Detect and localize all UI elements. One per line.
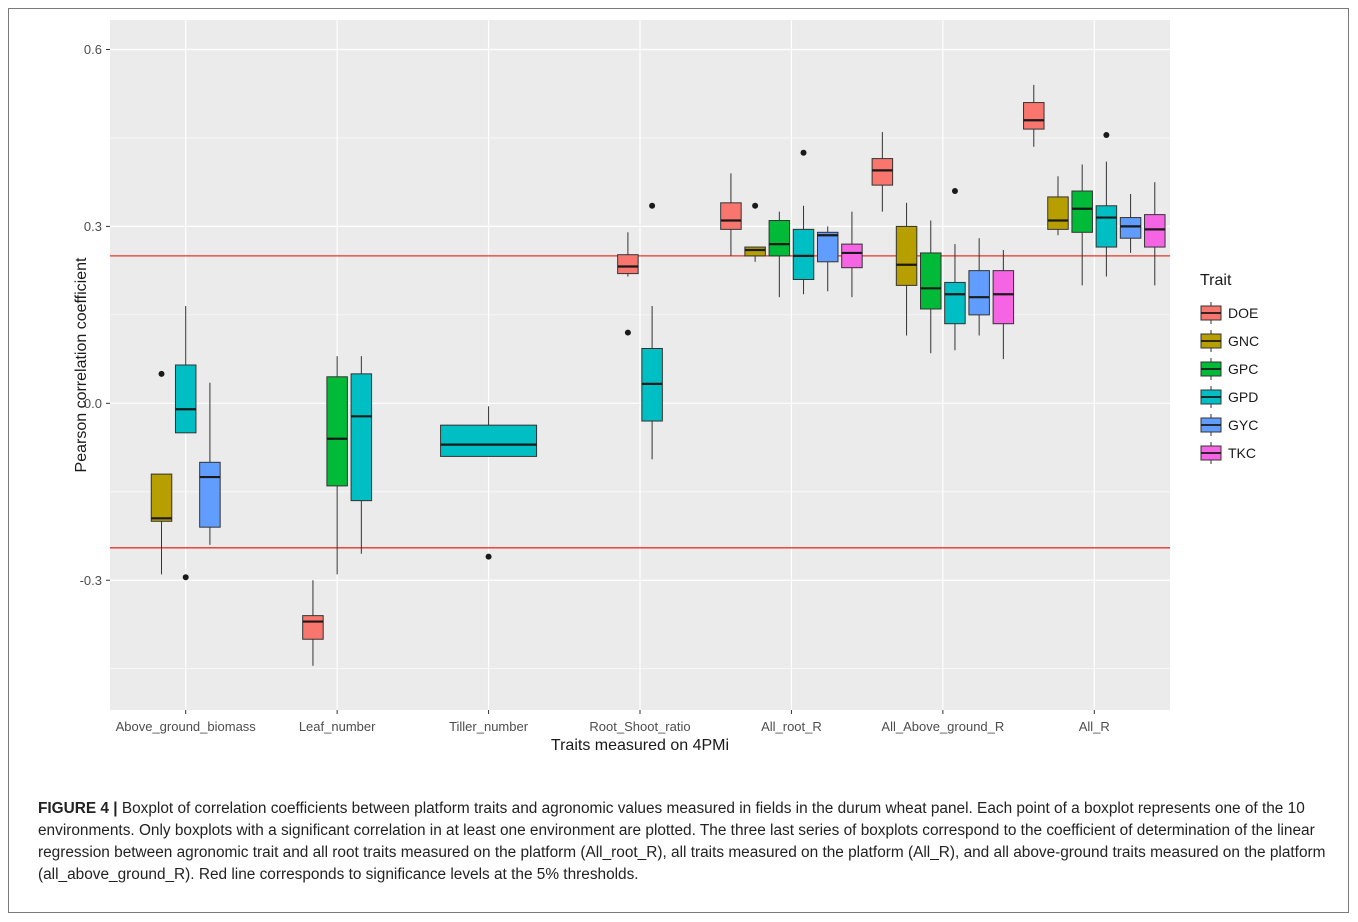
box-body bbox=[920, 252, 942, 310]
x-axis-title: Traits measured on 4PMi bbox=[551, 737, 729, 754]
y-tick-label: 0.0 bbox=[84, 396, 102, 411]
box-All_Above_ground_R-TKC bbox=[992, 250, 1015, 360]
legend-item-gpd: GPD bbox=[1200, 386, 1258, 408]
box-All_Above_ground_R-GNC bbox=[895, 202, 918, 336]
y-tick-label: 0.6 bbox=[84, 42, 102, 57]
box-body bbox=[326, 376, 348, 487]
box-body bbox=[1095, 205, 1118, 248]
box-Leaf_number-GPD bbox=[350, 356, 373, 554]
boxplot-chart: -0.3 0.0 0.3 0.6 Above_ground_biomass Leaf_n… bbox=[73, 20, 1259, 754]
outlier-point bbox=[485, 553, 492, 560]
box-Above_ground_biomass-GNC bbox=[150, 370, 173, 575]
y-axis-title: Pearson correlation coefficient bbox=[73, 257, 90, 472]
box-All_Above_ground_R-GPD bbox=[944, 188, 966, 351]
outlier-point bbox=[649, 202, 656, 209]
box-All_R-DOE bbox=[1023, 84, 1045, 147]
box-All_R-GYC bbox=[1119, 193, 1142, 253]
box-body bbox=[744, 246, 766, 257]
box-body bbox=[871, 158, 894, 186]
y-axis: -0.3 0.0 0.3 0.6 bbox=[80, 42, 110, 588]
y-tick-label: 0.3 bbox=[84, 219, 102, 234]
figure-caption: FIGURE 4 | Boxplot of correlation coeffi… bbox=[38, 798, 1328, 886]
outlier-point bbox=[951, 188, 958, 195]
box-All_root_R-DOE bbox=[720, 173, 742, 256]
box-All_R-GPD bbox=[1095, 132, 1118, 277]
caption-text: Boxplot of correlation coefficients betw… bbox=[38, 800, 1326, 883]
box-All_Above_ground_R-DOE bbox=[871, 132, 894, 212]
box-body bbox=[1119, 217, 1142, 239]
box-All_R-TKC bbox=[1144, 182, 1166, 286]
x-tick-label: Root_Shoot_ratio bbox=[589, 719, 690, 734]
box-body bbox=[302, 615, 324, 640]
outlier-point bbox=[1103, 132, 1110, 138]
legend-label: TKC bbox=[1228, 445, 1256, 461]
figure-frame bbox=[8, 8, 1349, 913]
box-body bbox=[1047, 196, 1069, 230]
x-tick-label: All_R bbox=[1079, 719, 1110, 734]
legend-label: GPD bbox=[1228, 389, 1258, 405]
box-All_root_R-TKC bbox=[841, 211, 863, 298]
box-Above_ground_biomass-GYC bbox=[199, 382, 221, 545]
outlier-point bbox=[800, 149, 807, 156]
box-body bbox=[174, 364, 197, 434]
box-Leaf_number-DOE bbox=[302, 580, 324, 666]
box-Above_ground_biomass-GPD bbox=[174, 306, 197, 581]
outlier-point bbox=[752, 202, 759, 209]
x-tick-label: Above_ground_biomass bbox=[116, 719, 257, 734]
significance-lines bbox=[110, 255, 1170, 549]
box-All_root_R-GPD bbox=[792, 149, 815, 295]
legend: Trait DOE GNC GPC GPD GYC TKC bbox=[1200, 272, 1259, 464]
legend-item-gpc: GPC bbox=[1200, 358, 1258, 380]
box-body bbox=[617, 254, 639, 275]
box-Root_Shoot_ratio-GPD bbox=[641, 202, 663, 460]
legend-label: GYC bbox=[1228, 417, 1258, 433]
box-body bbox=[792, 228, 815, 280]
outlier-point bbox=[624, 329, 631, 336]
box-Tiller_number-GPD bbox=[440, 406, 538, 560]
box-All_R-GPC bbox=[1071, 164, 1093, 286]
box-body bbox=[1144, 214, 1166, 248]
box-Root_Shoot_ratio-DOE bbox=[617, 232, 639, 336]
box-body bbox=[816, 231, 839, 263]
box-body bbox=[150, 473, 173, 522]
legend-item-tkc: TKC bbox=[1200, 442, 1256, 464]
outlier-point bbox=[182, 574, 189, 581]
box-body bbox=[895, 225, 918, 286]
box-All_root_R-GPC bbox=[768, 211, 791, 298]
x-axis: Above_ground_biomass Leaf_number Tiller_nu… bbox=[116, 710, 1110, 734]
box-body bbox=[841, 243, 863, 269]
y-tick-label: -0.3 bbox=[80, 573, 102, 588]
x-tick-label: Tiller_number bbox=[449, 719, 529, 734]
x-tick-label: All_root_R bbox=[761, 719, 822, 734]
legend-label: GPC bbox=[1228, 361, 1258, 377]
legend-item-gyc: GYC bbox=[1200, 414, 1258, 436]
box-All_Above_ground_R-GPC bbox=[920, 220, 942, 354]
legend-label: GNC bbox=[1228, 333, 1259, 349]
box-All_root_R-GNC bbox=[744, 202, 766, 262]
box-body bbox=[992, 270, 1015, 325]
legend-item-gnc: GNC bbox=[1200, 330, 1259, 352]
box-body bbox=[720, 202, 742, 230]
box-body bbox=[1071, 190, 1093, 233]
outlier-point bbox=[158, 370, 165, 377]
box-body bbox=[199, 461, 221, 528]
legend-item-doe: DOE bbox=[1200, 302, 1258, 324]
x-tick-label: Leaf_number bbox=[299, 719, 376, 734]
box-Leaf_number-GPC bbox=[326, 356, 348, 575]
box-body bbox=[768, 220, 791, 257]
legend-label: DOE bbox=[1228, 305, 1258, 321]
box-body bbox=[944, 281, 966, 325]
caption-label: FIGURE 4 | bbox=[38, 800, 118, 817]
boxes bbox=[150, 84, 1166, 666]
box-All_Above_ground_R-GYC bbox=[968, 238, 990, 336]
x-tick-label: All_Above_ground_R bbox=[881, 719, 1004, 734]
box-body bbox=[350, 373, 373, 502]
box-body bbox=[1023, 102, 1045, 130]
box-body bbox=[968, 270, 990, 316]
box-All_root_R-GYC bbox=[816, 226, 839, 292]
box-All_R-GNC bbox=[1047, 176, 1069, 236]
box-body bbox=[440, 424, 538, 457]
legend-title: Trait bbox=[1200, 272, 1232, 289]
